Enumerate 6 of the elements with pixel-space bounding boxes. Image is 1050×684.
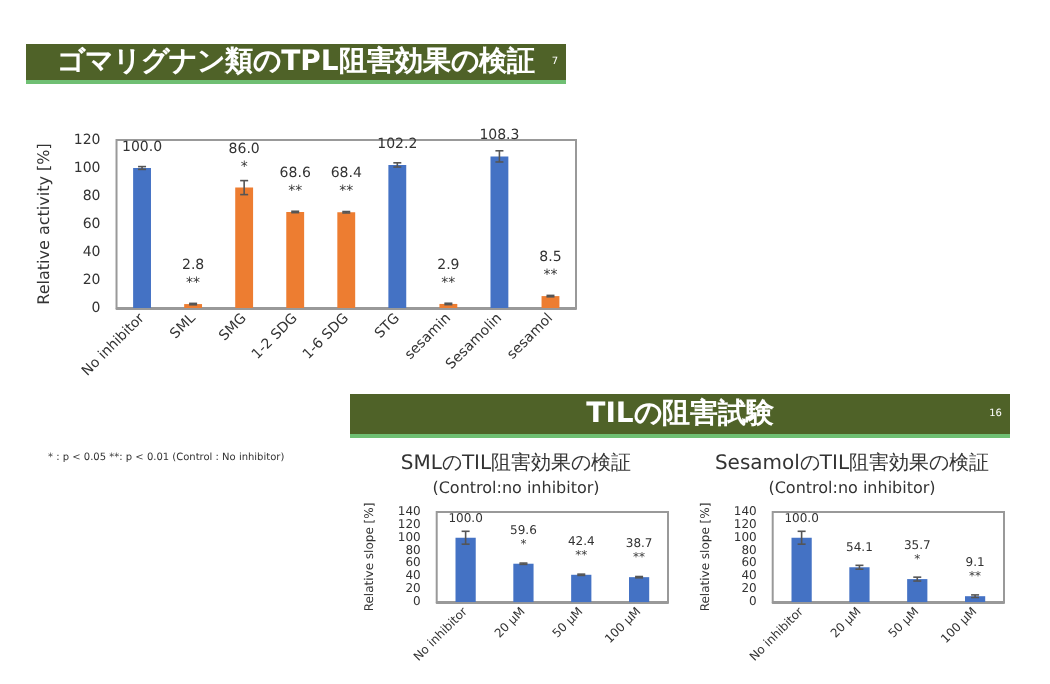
chart-title: SMLのTIL阻害効果の検証 bbox=[400, 451, 632, 475]
chart-subtitle: (Control:no inhibitor) bbox=[432, 479, 600, 497]
y-axis-title: Relative activity [%] bbox=[35, 143, 53, 305]
text: TILの阻害試験 bbox=[586, 398, 774, 430]
chart-subtitle: (Control:no inhibitor) bbox=[768, 479, 936, 497]
chart-title: SesamolのTIL阻害効果の検証 bbox=[714, 451, 990, 475]
